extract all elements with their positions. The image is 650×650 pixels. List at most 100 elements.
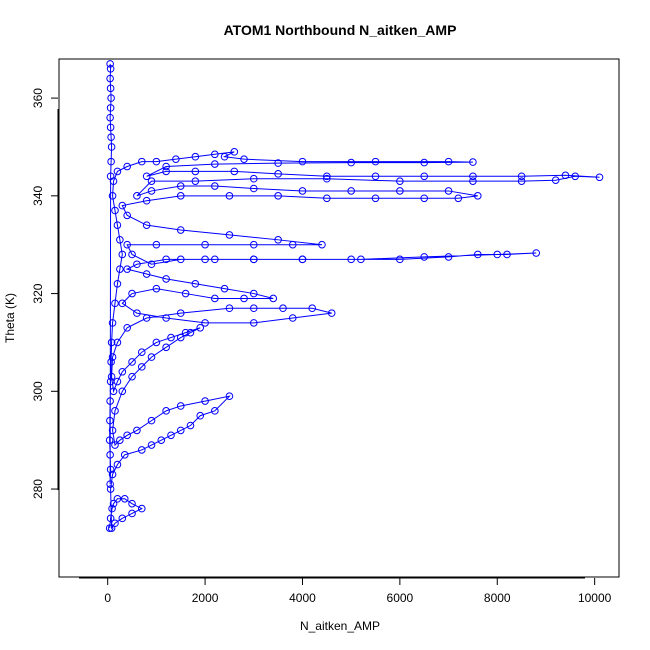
- data-point: [288, 240, 297, 249]
- data-point: [106, 397, 114, 405]
- data-point: [142, 172, 151, 181]
- data-point: [157, 436, 166, 444]
- series-line: [109, 63, 600, 530]
- data-point: [274, 159, 282, 167]
- data-point: [118, 367, 127, 376]
- data-point: [120, 495, 129, 503]
- x-tick-label: 6000: [387, 591, 414, 605]
- data-point: [162, 314, 170, 322]
- data-point: [147, 177, 156, 185]
- data-point: [274, 170, 282, 178]
- data-point: [532, 249, 541, 257]
- data-point: [186, 421, 195, 430]
- data-point: [571, 172, 579, 181]
- data-point: [128, 372, 136, 381]
- data-point: [230, 167, 239, 176]
- data-point: [493, 250, 502, 259]
- data-point: [107, 157, 115, 166]
- data-point: [396, 255, 404, 264]
- data-point: [111, 299, 119, 308]
- data-point: [225, 231, 234, 239]
- data-point: [142, 314, 151, 322]
- data-point: [308, 304, 317, 313]
- data-point: [420, 158, 429, 167]
- data-point: [220, 284, 229, 293]
- y-tick-label: 360: [31, 88, 45, 108]
- data-point: [551, 176, 560, 184]
- data-point: [113, 495, 122, 503]
- data-point: [347, 158, 355, 167]
- data-point: [142, 196, 151, 205]
- data-point: [107, 143, 116, 151]
- data-point: [116, 265, 124, 273]
- data-point: [106, 74, 114, 83]
- data-point: [123, 323, 131, 332]
- data-point: [118, 250, 127, 259]
- data-point: [108, 353, 117, 361]
- data-point: [107, 94, 115, 102]
- plot-frame: [58, 58, 620, 578]
- data-point: [137, 348, 146, 357]
- data-point: [106, 377, 115, 386]
- data-point: [137, 363, 146, 371]
- data-point: [108, 504, 116, 513]
- x-tick-label: 8000: [484, 591, 511, 605]
- x-tick-label: 10000: [578, 591, 612, 605]
- data-point: [123, 162, 131, 171]
- data-point: [323, 174, 331, 183]
- data-point: [298, 187, 307, 195]
- data-point: [106, 84, 115, 93]
- data-point: [211, 182, 219, 190]
- data-point: [106, 416, 114, 425]
- data-point: [111, 407, 119, 415]
- data-point: [249, 240, 258, 249]
- y-tick-label: 320: [31, 283, 45, 303]
- data-point: [128, 499, 136, 508]
- data-point: [249, 255, 258, 264]
- data-point: [172, 155, 180, 163]
- x-tick-label: 2000: [192, 591, 219, 605]
- data-point: [396, 177, 404, 185]
- data-point: [211, 150, 219, 159]
- data-point: [371, 157, 380, 166]
- data-point: [106, 64, 115, 73]
- data-point: [152, 157, 161, 166]
- data-point: [162, 167, 170, 176]
- data-point: [111, 206, 119, 215]
- data-point: [240, 294, 248, 303]
- data-point: [211, 160, 219, 168]
- data-point: [133, 426, 141, 435]
- data-point: [211, 255, 219, 264]
- data-point: [123, 265, 131, 273]
- data-point: [357, 255, 365, 264]
- data-point: [318, 240, 326, 249]
- data-point: [176, 309, 185, 317]
- data-point: [133, 260, 141, 269]
- data-point: [191, 152, 200, 161]
- data-point: [105, 436, 114, 444]
- data-point: [167, 333, 175, 342]
- data-point: [108, 470, 117, 479]
- data-point: [120, 451, 129, 459]
- data-point: [201, 397, 209, 405]
- data-point: [123, 211, 131, 220]
- data-point: [517, 177, 526, 185]
- data-point: [106, 172, 115, 181]
- data-point: [420, 194, 429, 203]
- data-point: [186, 328, 195, 337]
- data-point: [454, 194, 463, 203]
- data-point: [347, 255, 355, 264]
- data-point: [106, 123, 115, 132]
- data-point: [106, 465, 115, 474]
- data-point: [211, 294, 219, 303]
- data-point: [108, 192, 117, 200]
- data-point: [133, 192, 141, 200]
- data-point: [152, 240, 161, 249]
- data-point: [167, 431, 175, 440]
- data-point: [106, 485, 115, 493]
- data-point: [107, 372, 116, 381]
- data-point: [274, 192, 282, 200]
- data-point: [269, 294, 278, 303]
- data-point: [162, 162, 170, 171]
- data-point: [181, 328, 190, 337]
